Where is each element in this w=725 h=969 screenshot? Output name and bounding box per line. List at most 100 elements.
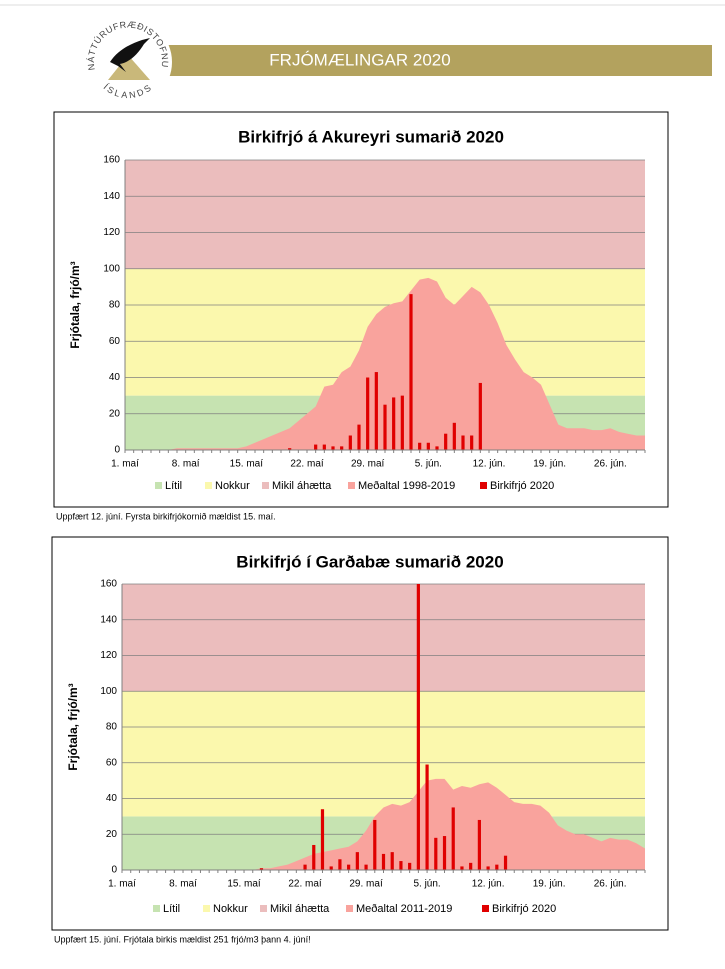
logo-raven: [110, 38, 150, 72]
y-tick-label: 40: [109, 372, 121, 383]
pollen-bar: [303, 864, 307, 870]
x-tick-label: 29. maí: [351, 459, 385, 470]
risk-band: [122, 584, 645, 692]
y-tick-label: 100: [100, 686, 117, 697]
pollen-bar: [478, 382, 482, 450]
y-tick-label: 0: [114, 445, 120, 456]
chart: 0 20 40 60 80 100 120 140 160 1. maí 8. maí 15. maí…: [51, 536, 669, 944]
pollen-bar: [409, 294, 413, 450]
pollen-bar: [357, 424, 361, 450]
y-tick-label: 60: [106, 757, 118, 768]
legend-swatch: [203, 905, 210, 912]
risk-band: [125, 160, 645, 269]
average-area: [125, 277, 645, 450]
x-tick-label: 8. maí: [169, 879, 197, 890]
average-area: [122, 778, 645, 870]
y-tick-label: 0: [111, 865, 117, 876]
pollen-bar: [259, 868, 264, 870]
pollen-bar: [460, 866, 464, 870]
legend-label: Nokkur: [215, 480, 250, 492]
x-tick-label: 1. maí: [111, 459, 139, 470]
x-tick-label: 26. jún.: [594, 879, 627, 890]
pollen-bar: [503, 855, 508, 870]
pollen-bar: [477, 819, 481, 870]
x-tick-label: 19. jún.: [533, 459, 566, 470]
chart-title: Birkifrjó í Garðabæ sumarið 2020: [236, 552, 503, 571]
legend-label: Mikil áhætta: [272, 480, 332, 492]
x-tick-label: 1. maí: [108, 879, 136, 890]
pollen-bar: [426, 442, 430, 450]
pollen-bar: [383, 404, 387, 450]
pollen-bar: [373, 819, 377, 870]
pollen-bar: [355, 852, 359, 870]
y-tick-label: 120: [103, 227, 120, 238]
x-tick-label: 15. maí: [227, 879, 261, 890]
legend-swatch: [260, 905, 267, 912]
y-axis-label: Frjótala, frjó/m³: [68, 261, 82, 348]
legend-swatch: [480, 482, 487, 489]
pollen-bar: [390, 852, 394, 870]
legend-swatch: [205, 482, 212, 489]
update-note: Uppfært 12. júní. Fyrsta birkifrjókornið…: [56, 511, 276, 521]
x-tick-label: 5. jún.: [413, 879, 440, 890]
pollen-bar: [340, 446, 344, 450]
pollen-bar: [338, 859, 342, 870]
pollen-bar: [364, 864, 368, 870]
legend-label: Meðaltal 2011-2019: [356, 903, 452, 915]
pollen-bar: [348, 435, 352, 450]
y-tick-label: 20: [106, 829, 118, 840]
pollen-bar: [331, 446, 335, 450]
legend-label: Meðaltal 1998-2019: [358, 480, 455, 492]
legend-swatch: [153, 905, 160, 912]
x-tick-label: 19. jún.: [533, 879, 566, 890]
pollen-bar: [425, 764, 429, 870]
legend-label: Birkifrjó 2020: [490, 480, 554, 492]
x-tick-label: 12. jún.: [472, 879, 505, 890]
pollen-bar: [444, 433, 448, 450]
pollen-bar: [435, 446, 439, 450]
y-tick-label: 80: [106, 722, 118, 733]
x-tick-label: 5. jún.: [415, 459, 442, 470]
x-tick-label: 22. maí: [288, 879, 322, 890]
pollen-bar: [452, 422, 456, 450]
pollen-bar: [381, 853, 386, 870]
x-tick-label: 29. maí: [349, 879, 383, 890]
pollen-bar: [495, 864, 499, 870]
pollen-bar: [347, 864, 351, 870]
pollen-bar: [418, 442, 422, 450]
pollen-bar: [288, 448, 292, 450]
update-note: Uppfært 15. júní. Frjótala birkis mældis…: [54, 934, 311, 944]
x-tick-label: 8. maí: [172, 459, 200, 470]
risk-band: [122, 691, 645, 817]
header-band: [130, 45, 712, 76]
y-tick-label: 80: [109, 300, 121, 311]
pollen-bar: [416, 584, 420, 870]
legend-swatch: [482, 905, 489, 912]
x-tick-label: 22. maí: [290, 459, 324, 470]
y-tick-label: 140: [100, 614, 117, 625]
pollen-bar: [314, 444, 318, 450]
pollen-bar: [322, 444, 326, 450]
y-tick-label: 140: [103, 191, 120, 202]
y-tick-label: 120: [100, 650, 117, 661]
y-tick-label: 60: [109, 336, 121, 347]
pollen-bar: [374, 372, 378, 450]
y-axis-label: Frjótala, frjó/m³: [66, 683, 80, 770]
x-tick-label: 26. jún.: [594, 459, 627, 470]
pollen-bar: [408, 862, 412, 870]
pollen-bar: [366, 377, 370, 450]
pollen-bar: [320, 809, 325, 870]
logo-mountain: [108, 55, 150, 80]
pollen-bar: [461, 435, 465, 450]
pollen-bar: [470, 435, 474, 450]
pollen-bar: [469, 862, 473, 870]
y-tick-label: 160: [100, 579, 117, 590]
legend-label: Nokkur: [213, 903, 248, 915]
pollen-bar: [399, 861, 403, 870]
legend-label: Birkifrjó 2020: [492, 903, 556, 915]
header-title: FRJÓMÆLINGAR 2020: [269, 50, 450, 69]
x-tick-label: 12. jún.: [473, 459, 506, 470]
chart-title: Birkifrjó á Akureyri sumarið 2020: [238, 127, 504, 146]
